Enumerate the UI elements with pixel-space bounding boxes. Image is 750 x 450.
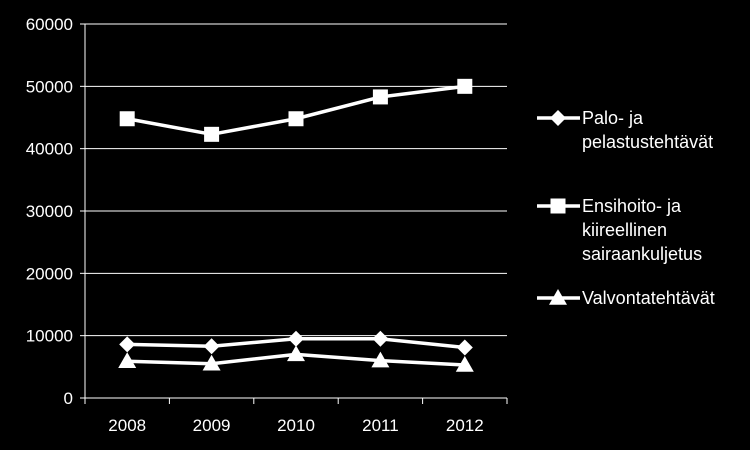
data-point-triangle bbox=[118, 352, 137, 368]
series-line bbox=[126, 84, 466, 137]
data-point-diamond bbox=[119, 336, 136, 353]
data-point-triangle bbox=[287, 345, 305, 362]
legend-marker bbox=[549, 289, 567, 305]
data-point-square bbox=[372, 89, 388, 105]
y-tick-label: 0 bbox=[64, 389, 73, 408]
x-axis-tick-labels: 2008 2009 2010 2011 2012 bbox=[108, 416, 483, 435]
data-point-diamond bbox=[288, 330, 304, 347]
legend-label: pelastustehtävät bbox=[582, 132, 713, 152]
series-group bbox=[118, 78, 474, 372]
y-tick-label: 10000 bbox=[26, 327, 73, 346]
legend: Palo- ja pelastustehtävät Ensihoito- ja kii… bbox=[537, 108, 715, 308]
y-tick-label: 60000 bbox=[26, 15, 73, 34]
legend-label: sairaankuljetus bbox=[582, 244, 702, 264]
data-point-triangle bbox=[455, 355, 474, 372]
series-diamond bbox=[119, 330, 473, 356]
legend-entry-diamond: Palo- ja pelastustehtävät bbox=[537, 108, 713, 152]
x-tick-label: 2008 bbox=[108, 416, 146, 435]
grid-lines bbox=[85, 23, 507, 337]
y-tick-label: 50000 bbox=[26, 77, 73, 96]
y-axis-tick-labels: 0 10000 20000 30000 40000 50000 60000 bbox=[26, 15, 73, 408]
data-point-triangle bbox=[202, 354, 221, 371]
data-point-square bbox=[457, 78, 473, 94]
data-point-diamond bbox=[372, 330, 389, 347]
legend-marker bbox=[550, 198, 566, 214]
x-tick-label: 2011 bbox=[362, 416, 399, 435]
axes bbox=[80, 23, 508, 404]
y-tick-label: 30000 bbox=[26, 202, 73, 221]
data-point-square bbox=[119, 111, 135, 127]
data-point-diamond bbox=[203, 338, 220, 355]
x-tick-label: 2012 bbox=[446, 416, 484, 435]
data-point-square bbox=[204, 126, 220, 142]
legend-label: kiireellinen bbox=[582, 220, 667, 240]
legend-marker bbox=[550, 110, 566, 126]
legend-entry-square: Ensihoito- ja kiireellinen sairaankuljetus bbox=[537, 196, 702, 264]
legend-label: Palo- ja bbox=[582, 108, 644, 128]
data-point-diamond bbox=[456, 339, 473, 356]
data-point-square bbox=[288, 111, 304, 127]
y-tick-label: 40000 bbox=[26, 140, 73, 159]
y-tick-label: 20000 bbox=[26, 264, 73, 283]
series-square bbox=[119, 78, 473, 142]
series-triangle bbox=[118, 345, 474, 372]
x-tick-label: 2009 bbox=[193, 416, 231, 435]
legend-label: Valvontatehtävät bbox=[582, 288, 715, 308]
x-tick-label: 2010 bbox=[277, 416, 315, 435]
data-point-triangle bbox=[371, 351, 390, 368]
legend-entry-triangle: Valvontatehtävät bbox=[537, 288, 715, 308]
legend-label: Ensihoito- ja bbox=[582, 196, 682, 216]
